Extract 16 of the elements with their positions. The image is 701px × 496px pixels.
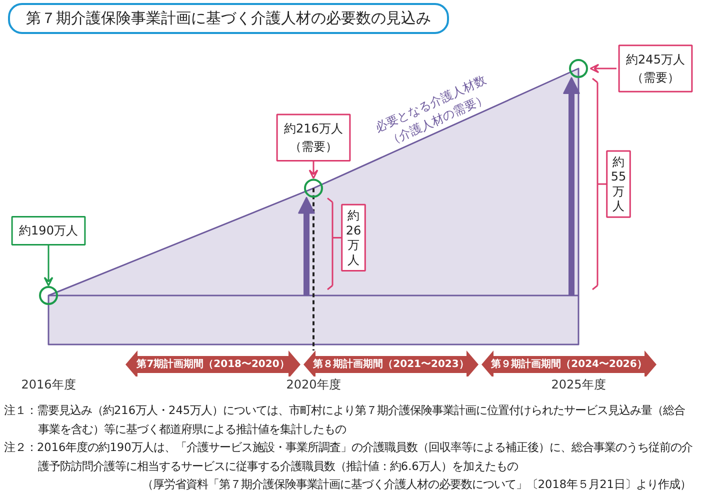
annotation: 注２：2016年度の約190万人は、「介護サービス施設・事業所調査」の介護職員数（回収率等による補正後）に、総合事業のうち従前の介護予防訪問介護等に相当するサービスに従事する介護職員数（推計値：約6.6万人）を加えたもの	[4, 440, 693, 474]
data-label: 約190万人	[19, 224, 78, 238]
annotation: 第９期計画期間（2024〜2026）	[490, 358, 647, 370]
annotation: 約26万人	[346, 208, 362, 267]
annotation: 約55万人	[610, 155, 626, 214]
data-label: 約216万人（需要）	[284, 121, 343, 154]
annotation: （厚労省資料「第７期介護保険事業計画に基づく介護人材の必要数について」〔2018年５月21日〕より作成）	[140, 477, 692, 493]
annotation: 注１：需要見込み（約216万人・245万人）については、市町村により第７期介護保険事業計画に位置付けられたサービス見込み量（総合事業を含む）等に基づく都道府県による推計値を集計したもの	[4, 403, 686, 438]
annotation: 第８期計画期間（2021〜2023）	[312, 358, 469, 370]
chart-title: 第７期介護保険事業計画に基づく介護人材の必要数の見込み	[8, 3, 449, 34]
annotation: 第7期計画期間（2018〜2020）	[136, 358, 290, 370]
x-tick-label: 2016年度	[21, 378, 76, 392]
x-tick-label: 2020年度	[286, 378, 341, 392]
x-tick-label: 2025年度	[551, 378, 606, 392]
text: 必要となる介護人材数（介護人材の需要）	[372, 72, 490, 148]
data-label: 約245万人（需要）	[626, 52, 685, 85]
